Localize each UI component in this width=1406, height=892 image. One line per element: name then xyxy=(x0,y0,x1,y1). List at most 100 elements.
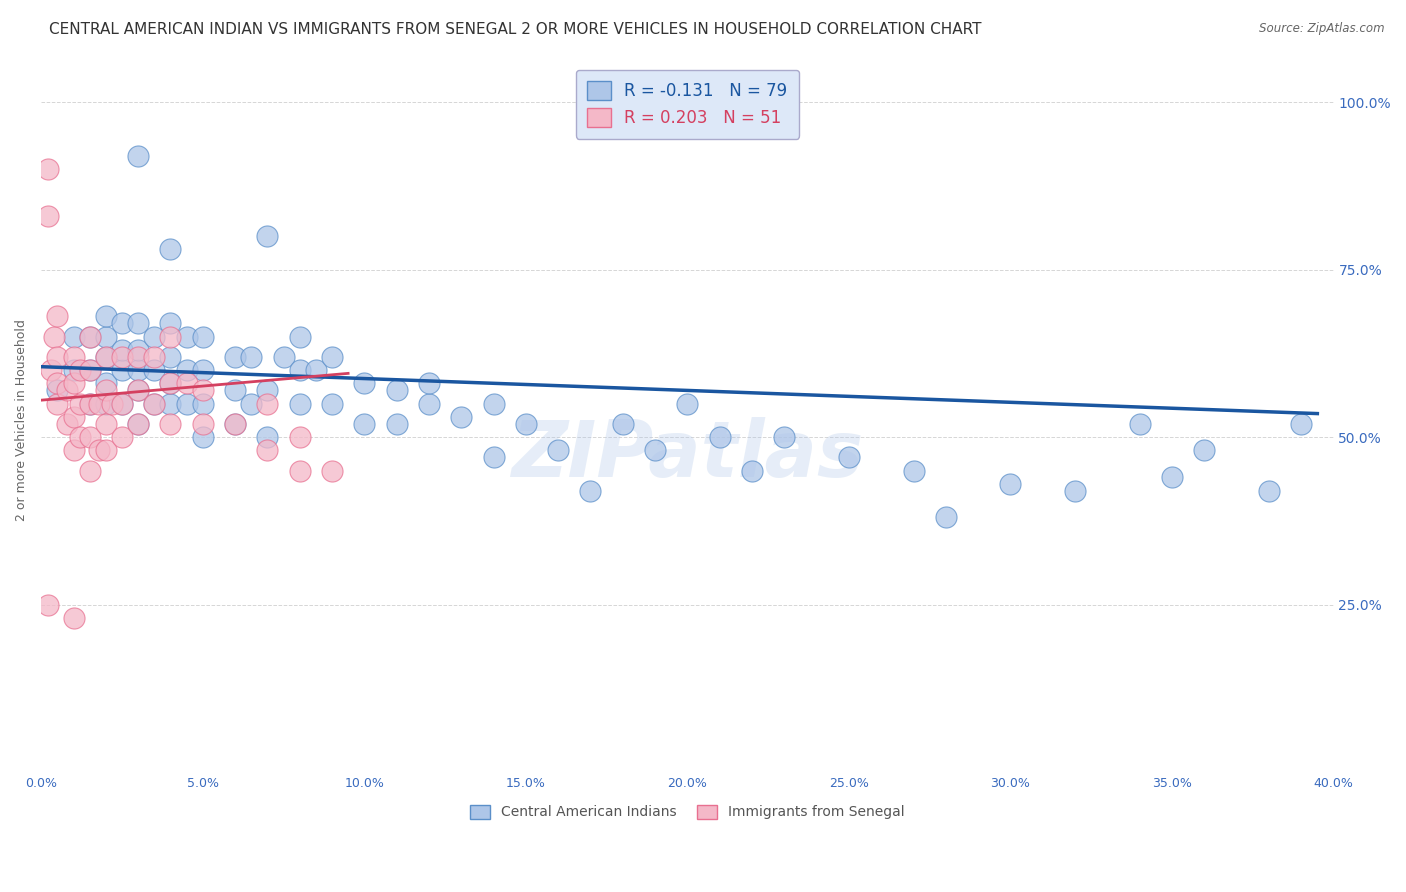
Point xyxy=(56,417,79,431)
Point xyxy=(94,383,117,397)
Point xyxy=(94,443,117,458)
Point xyxy=(176,329,198,343)
Point xyxy=(191,430,214,444)
Point xyxy=(127,383,149,397)
Text: Source: ZipAtlas.com: Source: ZipAtlas.com xyxy=(1260,22,1385,36)
Point xyxy=(288,363,311,377)
Point xyxy=(191,383,214,397)
Point xyxy=(79,329,101,343)
Point xyxy=(111,343,134,357)
Point xyxy=(1289,417,1312,431)
Point xyxy=(69,430,91,444)
Point xyxy=(46,350,69,364)
Point xyxy=(159,417,181,431)
Point xyxy=(127,417,149,431)
Point xyxy=(1194,443,1216,458)
Point xyxy=(515,417,537,431)
Point xyxy=(385,383,408,397)
Point xyxy=(353,376,375,391)
Point xyxy=(143,363,166,377)
Point xyxy=(176,396,198,410)
Point xyxy=(159,243,181,257)
Point xyxy=(159,396,181,410)
Point xyxy=(46,396,69,410)
Point xyxy=(111,430,134,444)
Point xyxy=(1064,483,1087,498)
Point xyxy=(111,396,134,410)
Point xyxy=(127,383,149,397)
Point xyxy=(482,450,505,464)
Point xyxy=(127,417,149,431)
Point xyxy=(79,363,101,377)
Point xyxy=(676,396,699,410)
Point xyxy=(62,329,84,343)
Legend: Central American Indians, Immigrants from Senegal: Central American Indians, Immigrants fro… xyxy=(465,799,910,825)
Point xyxy=(94,376,117,391)
Point xyxy=(159,350,181,364)
Point xyxy=(418,396,440,410)
Point xyxy=(127,343,149,357)
Point xyxy=(62,409,84,424)
Point xyxy=(39,363,62,377)
Point xyxy=(288,396,311,410)
Point xyxy=(256,443,278,458)
Point xyxy=(288,430,311,444)
Point xyxy=(111,316,134,330)
Point xyxy=(353,417,375,431)
Point xyxy=(1257,483,1279,498)
Point xyxy=(79,396,101,410)
Point xyxy=(644,443,666,458)
Point xyxy=(94,310,117,324)
Point xyxy=(101,396,124,410)
Text: ZIPatlas: ZIPatlas xyxy=(512,417,863,493)
Point xyxy=(56,383,79,397)
Point xyxy=(321,464,343,478)
Point xyxy=(838,450,860,464)
Point xyxy=(94,350,117,364)
Point xyxy=(547,443,569,458)
Point xyxy=(94,396,117,410)
Point xyxy=(1000,477,1022,491)
Point xyxy=(42,329,65,343)
Point xyxy=(62,363,84,377)
Point xyxy=(127,148,149,162)
Point xyxy=(773,430,796,444)
Point xyxy=(1129,417,1152,431)
Point xyxy=(321,350,343,364)
Point xyxy=(224,350,246,364)
Point xyxy=(288,329,311,343)
Point xyxy=(240,350,263,364)
Point xyxy=(62,611,84,625)
Point xyxy=(94,329,117,343)
Point xyxy=(79,363,101,377)
Point xyxy=(612,417,634,431)
Point xyxy=(37,161,59,176)
Point xyxy=(1161,470,1184,484)
Point xyxy=(176,376,198,391)
Point xyxy=(288,464,311,478)
Point xyxy=(143,396,166,410)
Point xyxy=(935,510,957,524)
Point xyxy=(385,417,408,431)
Point xyxy=(418,376,440,391)
Point xyxy=(111,396,134,410)
Point xyxy=(256,229,278,244)
Text: CENTRAL AMERICAN INDIAN VS IMMIGRANTS FROM SENEGAL 2 OR MORE VEHICLES IN HOUSEHO: CENTRAL AMERICAN INDIAN VS IMMIGRANTS FR… xyxy=(49,22,981,37)
Point xyxy=(46,310,69,324)
Point xyxy=(37,598,59,612)
Point xyxy=(94,350,117,364)
Point xyxy=(224,417,246,431)
Point xyxy=(62,443,84,458)
Point xyxy=(273,350,295,364)
Point xyxy=(94,417,117,431)
Point xyxy=(191,396,214,410)
Point xyxy=(482,396,505,410)
Point xyxy=(143,350,166,364)
Point xyxy=(111,350,134,364)
Point xyxy=(79,430,101,444)
Point xyxy=(79,464,101,478)
Point xyxy=(159,316,181,330)
Point xyxy=(127,350,149,364)
Point xyxy=(903,464,925,478)
Point xyxy=(46,376,69,391)
